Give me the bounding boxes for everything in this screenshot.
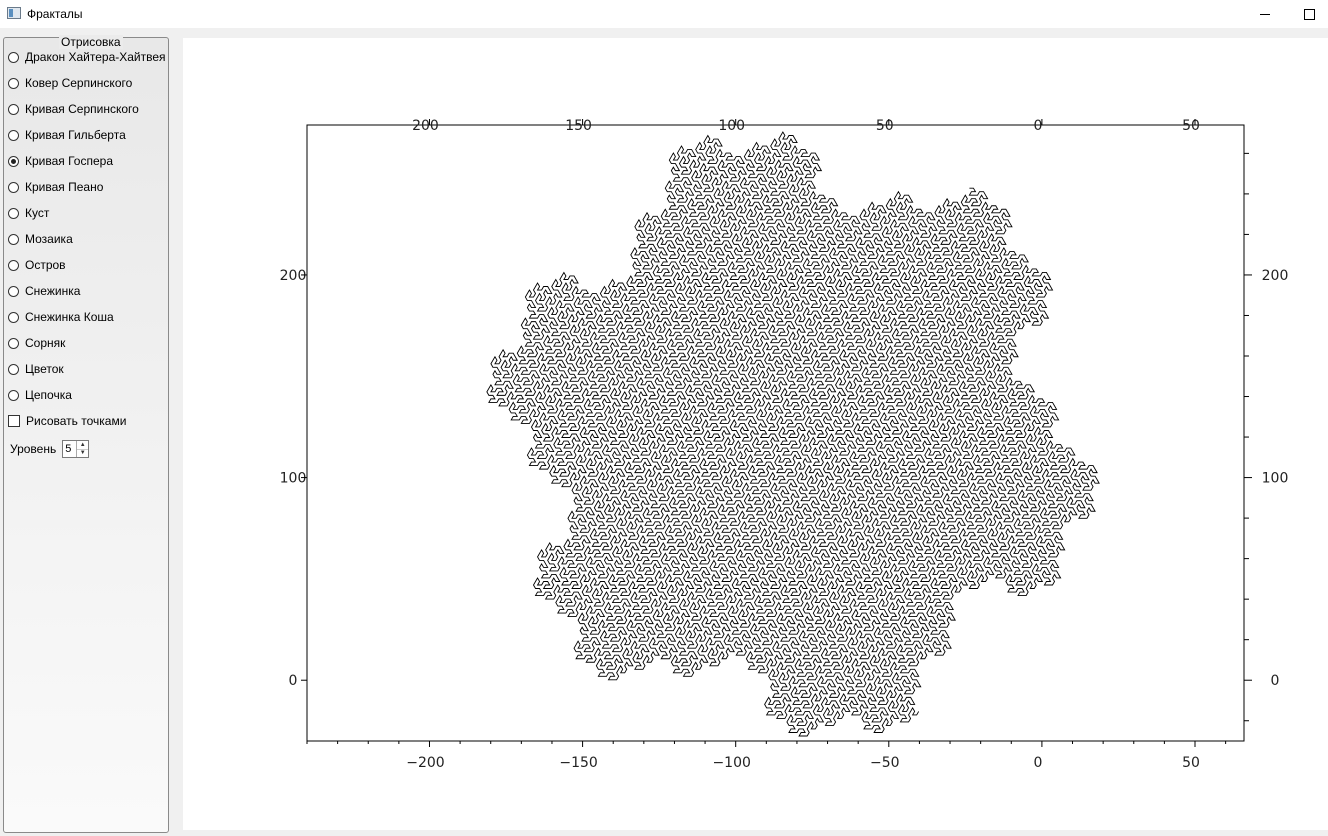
option-peano-curve[interactable]: Кривая Пеано [8,178,103,196]
option-island[interactable]: Остров [8,256,66,274]
option-flower[interactable]: Цветок [8,360,64,378]
radio-icon [8,77,19,89]
radio-icon [8,363,19,375]
maximize-icon [1303,8,1315,20]
option-label: Снежинка [25,284,81,298]
title-bar: Фракталы [0,0,1328,28]
option-bush[interactable]: Куст [8,204,49,222]
draw-dots-label: Рисовать точками [26,414,127,428]
radio-icon [8,103,19,115]
radio-icon [8,337,19,349]
spin-down-icon[interactable]: ▼ [79,450,86,457]
x-top-tick-label: 100 [718,118,745,134]
option-gosper-curve[interactable]: Кривая Госпера [8,152,113,170]
spin-up-icon[interactable]: ▲ [77,441,89,450]
x-tick-label: 0 [1033,755,1042,771]
level-label: Уровень [10,442,57,456]
y-tick-label-left: 100 [280,471,307,487]
checkbox-icon [8,415,20,427]
option-label: Снежинка Коша [25,310,114,324]
radio-icon [8,311,19,323]
option-koch-snowflake[interactable]: Снежинка Коша [8,308,114,326]
radio-selected-icon [8,155,19,167]
level-value[interactable]: 5 [65,443,72,455]
axes: −200 200 −150 150 −100 100 −50 50 0 0 50 50 200 200 10… [280,118,1289,771]
option-label: Остров [25,258,66,272]
option-label: Дракон Хайтера-Хайтвея [25,50,166,64]
option-sierpinski-carpet[interactable]: Ковер Серпинского [8,74,132,92]
option-label: Кривая Гильберта [25,128,126,142]
app-icon [7,7,21,19]
x-top-tick-label: 0 [1033,118,1042,134]
x-top-tick-label: 50 [876,118,894,134]
drawing-options-panel: Отрисовка Дракон Хайтера-Хайтвея Ковер С… [3,35,169,833]
plot-frame [306,124,1245,742]
radio-icon [8,129,19,141]
x-top-tick-label: 150 [565,118,592,134]
option-label: Куст [25,206,50,220]
option-sierpinski-curve[interactable]: Кривая Серпинского [8,100,139,118]
draw-dots-checkbox[interactable]: Рисовать точками [8,412,126,430]
x-tick-label: −100 [712,755,750,771]
spin-arrows: ▲ ▼ [76,441,89,457]
option-chain[interactable]: Цепочка [8,386,72,404]
x-tick-label: −150 [559,755,597,771]
radio-icon [8,207,19,219]
window-title: Фракталы [27,7,83,21]
maximize-button[interactable] [1286,0,1328,28]
x-top-tick-label: 50 [1182,118,1200,134]
radio-icon [8,181,19,193]
option-label: Ковер Серпинского [25,76,133,90]
y-tick-label-right: 200 [1262,268,1289,284]
fractal-plot: −200 200 −150 150 −100 100 −50 50 0 0 50 50 200 200 10… [280,118,1289,771]
option-label: Цветок [25,362,64,376]
y-tick-label-left: 0 [289,673,298,689]
option-label: Мозаика [25,232,73,246]
option-mosaic[interactable]: Мозаика [8,230,73,248]
option-dragon[interactable]: Дракон Хайтера-Хайтвея [8,48,166,66]
radio-icon [8,51,19,63]
panel-title: Отрисовка [59,35,123,49]
radio-icon [8,259,19,271]
x-tick-label: −200 [406,755,444,771]
fractal-canvas[interactable]: −200 200 −150 150 −100 100 −50 50 0 0 50 50 200 200 10… [183,38,1328,830]
y-tick-label-right: 100 [1262,471,1289,487]
minimize-icon [1260,13,1270,15]
y-tick-label-left: 200 [280,268,307,284]
option-snowflake[interactable]: Снежинка [8,282,80,300]
x-tick-label: −50 [870,755,900,771]
option-label: Цепочка [25,388,72,402]
radio-icon [8,389,19,401]
y-tick-label-right: 0 [1271,673,1280,689]
option-weed[interactable]: Сорняк [8,334,65,352]
option-label: Кривая Госпера [25,154,114,168]
x-top-tick-label: 200 [412,118,439,134]
radio-icon [8,233,19,245]
level-spinbox[interactable]: 5 ▲ ▼ [62,440,90,458]
gosper-curve [486,131,1100,737]
option-hilbert-curve[interactable]: Кривая Гильберта [8,126,126,144]
radio-icon [8,285,19,297]
option-label: Кривая Серпинского [25,102,139,116]
option-label: Сорняк [25,336,66,350]
gosper-curve-path [486,131,1100,737]
level-control: Уровень 5 ▲ ▼ [10,439,90,459]
x-tick-label: 50 [1182,755,1200,771]
minimize-button[interactable] [1242,0,1288,28]
option-label: Кривая Пеано [25,180,104,194]
